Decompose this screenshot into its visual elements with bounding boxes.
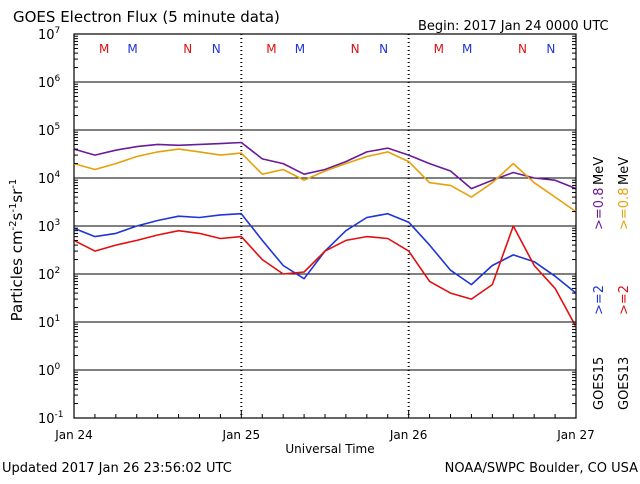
legend-2mev-label: >=2 [617,285,632,315]
x-tick-label: Jan 24 [54,428,93,442]
y-tick-exp: 3 [55,218,61,228]
y-axis-label-exp1: -2 [8,220,19,230]
annotation-label: M [434,42,444,56]
chart-title: GOES Electron Flux (5 minute data) [13,8,280,26]
x-tick-label: Jan 27 [556,428,595,442]
y-tick-base: 10 [38,28,55,43]
x-tick-label: Jan 25 [222,428,261,442]
y-tick-exp: -1 [55,410,64,420]
y-tick-base: 10 [38,124,55,139]
legend-unit-label: MeV [592,157,607,185]
y-tick-exp: 6 [55,74,61,84]
legend-goes-label: GOES15 [592,357,607,410]
legend-08mev-label: >=0.8 [592,188,607,230]
begin-time: Begin: 2017 Jan 24 0000 UTC [418,19,609,34]
y-tick-base: 10 [38,172,55,187]
legend-2mev-label: >=2 [592,285,607,315]
legend-column: GOES13 >=2 >=0.8 MeV [617,157,632,410]
y-tick-label: 10-1 [38,410,64,427]
annotation-label: N [212,42,221,56]
y-axis-label-exp2: -1 [8,203,19,213]
y-tick-exp: 7 [55,26,61,36]
legend-goes-label: GOES13 [617,357,632,410]
y-tick-base: 10 [38,412,55,427]
y-tick-base: 10 [38,364,55,379]
y-tick-exp: 5 [55,122,61,132]
x-axis-label: Universal Time [285,442,374,456]
y-tick-base: 10 [38,76,55,91]
y-tick-base: 10 [38,316,55,331]
annotation-label: N [183,42,192,56]
y-tick-label: 105 [38,122,60,139]
series-line [73,225,577,328]
grid-lines [74,34,576,418]
y-tick-label: 101 [38,314,60,331]
y-tick-exp: 0 [55,362,61,372]
annotation-label: N [379,42,388,56]
y-tick-base: 10 [38,220,55,235]
y-tick-label: 106 [38,74,61,91]
annotation-label: M [127,42,137,56]
y-tick-exp: 4 [55,170,61,180]
annotation-label: M [266,42,276,56]
y-tick-label: 100 [38,362,61,379]
annotation-label: N [546,42,555,56]
series-line [73,148,577,213]
y-axis-label: Particles cm-2s-1sr-1 [8,179,26,322]
y-axis-label-s: s [8,212,26,220]
updated-time: Updated 2017 Jan 26 23:56:02 UTC [2,461,232,476]
annotation-label: M [99,42,109,56]
legend-08mev-label: >=0.8 [617,188,632,230]
x-tick-label: Jan 26 [389,428,428,442]
y-axis-label-text: Particles cm [8,230,26,321]
x-axis-ticks: Jan 24 Jan 25 Jan 26 Jan 27 [54,410,595,442]
y-axis-label-sr: sr [8,188,26,203]
y-tick-label: 102 [38,266,60,283]
legend: GOES15 >=2 >=0.8 MeV GOES13 >=2 >=0.8 MeV [592,157,632,410]
y-tick-base: 10 [38,268,55,283]
legend-column: GOES15 >=2 >=0.8 MeV [592,157,607,410]
credit: NOAA/SWPC Boulder, CO USA [445,461,638,476]
annotation-label: M [295,42,305,56]
annotation-label: N [518,42,527,56]
y-tick-label: 104 [38,170,61,187]
y-axis-label-exp3: -1 [8,179,19,189]
y-tick-label: 107 [38,26,60,43]
annotation-label: M [462,42,472,56]
y-tick-label: 103 [38,218,60,235]
y-tick-exp: 2 [55,266,61,276]
legend-unit-label: MeV [617,157,632,185]
series-lines [73,141,577,328]
annotation-label: N [351,42,360,56]
series-line [73,141,577,190]
y-tick-exp: 1 [55,314,61,324]
